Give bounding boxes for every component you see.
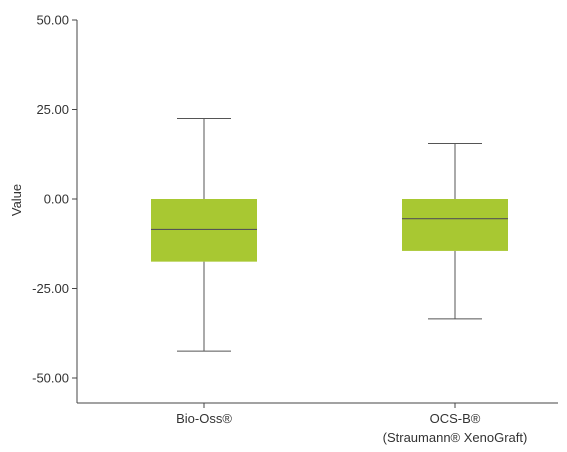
box-iqr — [402, 199, 508, 251]
x-tick-label: (Straumann® XenoGraft) — [383, 430, 528, 445]
x-tick-label: Bio-Oss® — [176, 411, 232, 426]
box-group — [151, 117, 257, 352]
y-axis-label: Value — [9, 184, 24, 216]
boxes — [151, 117, 508, 352]
x-ticks: Bio-Oss® OCS-B® (Straumann® XenoGraft) — [176, 403, 527, 445]
y-tick-label: 50.00 — [36, 13, 69, 28]
box-iqr — [151, 199, 257, 262]
y-axis: 50.00 25.00 0.00 -25.00 -50.00 — [32, 13, 78, 404]
y-tick-label: 0.00 — [44, 192, 69, 207]
x-tick-label: OCS-B® — [430, 411, 481, 426]
y-tick-label: 25.00 — [36, 102, 69, 117]
y-tick-label: -25.00 — [32, 281, 69, 296]
box-group — [402, 143, 508, 320]
y-tick-label: -50.00 — [32, 371, 69, 386]
